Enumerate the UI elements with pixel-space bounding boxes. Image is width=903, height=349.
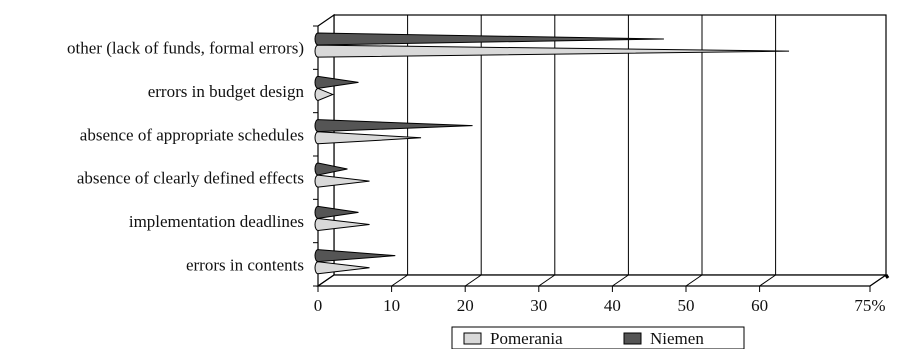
floor-gridline [759,274,776,287]
category-label: errors in contents [186,255,304,274]
bar-pomerania [314,261,370,275]
bar-pomerania [314,174,370,188]
x-tick-label: 30 [530,296,547,315]
bar-pomerania-body [314,217,370,231]
category-label: other (lack of funds, formal errors) [67,39,304,58]
floor-gridline [464,274,482,287]
grid [313,15,887,292]
x-tick-label: 10 [383,296,400,315]
bar-pomerania [314,131,422,145]
x-tick-label: 0 [314,296,323,315]
bar-pomerania [314,217,370,231]
bar-pomerania-body [314,131,422,145]
floor-gridline [538,274,556,287]
legend-swatch [623,332,642,345]
category-label: absence of clearly defined effects [77,169,304,188]
legend-label: Pomerania [490,329,563,348]
x-tick-label: 40 [604,296,621,315]
bar-pomerania-body [314,261,370,275]
floor-gridline [391,274,408,287]
legend: Pomerania Niemen [451,326,745,349]
floor-gridline [612,274,629,287]
bar-pomerania-body [314,174,370,188]
category-label: implementation deadlines [129,212,304,231]
legend-box [451,326,745,349]
category-label: errors in budget design [148,82,305,101]
bar-pomerania [314,87,335,101]
x-tick-labels: 0 10 20 30 40 50 60 75% [314,296,886,315]
floor-gridline [317,274,335,287]
bar-pomerania-body [314,87,335,101]
legend-swatch [463,332,482,345]
bar-pomerania-body [314,44,790,58]
floor [316,274,888,287]
x-tick-label: 60 [751,296,768,315]
category-labels: errors in contents implementation deadlin… [67,39,304,275]
floor-edge [884,274,890,279]
x-tick-label: 50 [678,296,695,315]
x-tick-label: 75% [854,296,885,315]
bar-pomerania [314,44,790,58]
x-tick-label: 20 [457,296,474,315]
category-label: absence of appropriate schedules [80,125,304,144]
floor-gridline [869,274,887,287]
back-wall [333,14,887,276]
legend-label: Niemen [650,329,704,348]
bars [314,32,790,275]
floor-gridline [685,274,703,287]
